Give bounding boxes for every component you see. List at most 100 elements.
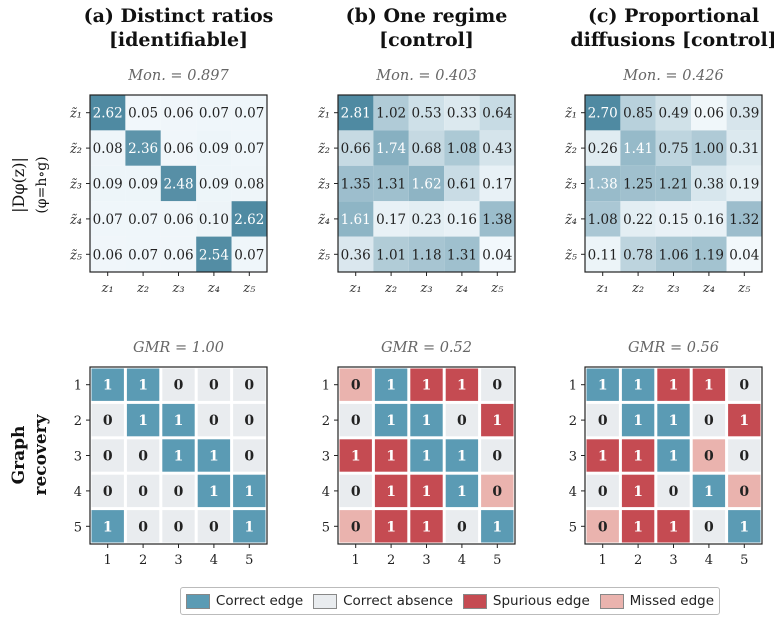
panel-3-cell-label-r2c5: 0.31 <box>729 141 759 157</box>
panel-6-cell-label-r2c3: 1 <box>669 413 679 429</box>
panel-1-ytick-label-4: z̃₄ <box>69 213 82 228</box>
panel-2-cell-r2c3 <box>408 130 445 166</box>
panel-4-cell-r4c5 <box>233 474 266 508</box>
panel-5-ytick-label-2: 2 <box>322 414 330 429</box>
panel-6-cell-label-r1c1: 1 <box>598 378 608 394</box>
panel-5-cell-r5c2 <box>374 510 408 543</box>
panel-4-subtitle: GMR = 1.00 <box>133 340 224 356</box>
panel-2-cell-r4c3 <box>408 201 445 237</box>
panel-2-cell-label-r4c2: 0.17 <box>376 212 406 228</box>
panel-5-cell-label-r5c5: 1 <box>492 519 502 535</box>
panel-2-xtick-label-3: z₃ <box>419 281 432 296</box>
panel-5-cell-r4c2 <box>374 474 408 508</box>
panel-6-ytick-label-4: 4 <box>569 485 577 500</box>
panel-3-cell-r3c5 <box>726 165 762 202</box>
panel-4-cell-r5c4 <box>197 510 231 543</box>
panel-4-cell-label-r3c5: 0 <box>244 449 254 465</box>
panel-5-xtick-label-4: 4 <box>458 553 466 568</box>
panel-2-cell-label-r2c5: 0.43 <box>482 141 512 157</box>
panel-1-title-line2: [identifiable] <box>109 29 248 51</box>
panel-2-cell-label-r4c5: 1.38 <box>482 212 512 228</box>
panel-5-cell-label-r2c1: 0 <box>351 413 361 429</box>
panel-2-cell-label-r3c4: 0.61 <box>447 177 477 193</box>
panel-1-cell-label-r3c4: 0.09 <box>199 177 229 193</box>
panel-5-ytick-label-1: 1 <box>322 379 330 394</box>
panel-2-cell-label-r1c5: 0.64 <box>482 106 512 122</box>
panel-2-cell-r1c1 <box>338 95 374 131</box>
panel-6-cell-label-r2c5: 1 <box>739 413 749 429</box>
legend-swatch-spurious-edge <box>462 593 487 609</box>
legend: Correct edge Correct absence Spurious ed… <box>180 587 720 615</box>
panel-2-cell-label-r4c4: 0.16 <box>447 212 477 228</box>
panel-6-ytick-label-5: 5 <box>569 520 577 535</box>
panel-6-cell-label-r5c5: 1 <box>739 519 749 535</box>
panel-6-cell-label-r1c4: 1 <box>704 378 714 394</box>
panel-2-title-line1: (b) One regime <box>346 5 508 27</box>
panel-4-cell-r3c4 <box>197 439 231 472</box>
panel-2-cell-label-r3c3: 1.62 <box>411 177 441 193</box>
panel-1-cell-r5c2 <box>125 236 161 272</box>
panel-4-cell-r5c3 <box>162 510 195 543</box>
panel-3-cell-r3c1 <box>585 165 621 202</box>
panel-3-cell-label-r3c3: 1.21 <box>658 177 688 193</box>
panel-3-cell-r4c3 <box>655 201 692 237</box>
panel-3-cell-label-r3c1: 1.38 <box>588 177 618 193</box>
panel-4-cell-label-r3c2: 0 <box>138 449 148 465</box>
panel-6-cell-r5c4 <box>692 510 726 543</box>
legend-item-correct-edge: Correct edge <box>185 593 303 609</box>
panel-5-cell-label-r1c5: 0 <box>492 378 502 394</box>
panel-1-cell-label-r5c1: 0.06 <box>93 247 123 263</box>
panel-5-xtick-label-1: 1 <box>352 553 360 568</box>
panel-2-cell-r3c1 <box>338 165 374 202</box>
panel-1-cell-label-r2c3: 0.06 <box>163 141 193 157</box>
panel-1-cell-label-r1c3: 0.06 <box>163 106 193 122</box>
panel-1-cell-r2c2 <box>125 130 161 166</box>
panel-1-cell-label-r1c4: 0.07 <box>199 106 229 122</box>
panel-3-ytick-label-3: z̃₃ <box>564 178 577 193</box>
panel-3-cell-r2c4 <box>691 130 727 166</box>
panel-2-cell-label-r5c1: 0.36 <box>341 247 371 263</box>
panel-2-cell-r2c2 <box>373 130 409 166</box>
panel-6-cell-label-r4c3: 0 <box>669 484 679 500</box>
panel-3-cell-label-r1c3: 0.49 <box>658 106 688 122</box>
panel-5-cell-r2c3 <box>410 403 443 437</box>
panel-3-cell-label-r2c2: 1.41 <box>623 141 653 157</box>
panel-1-cell-label-r1c1: 2.62 <box>93 106 123 122</box>
panel-5-cell-r1c1 <box>339 368 372 401</box>
panel-6-cell-label-r3c4: 0 <box>704 449 714 465</box>
row-label-top-sub: (φ=h∘g) <box>34 156 50 213</box>
panel-2-cell-r3c5 <box>479 165 515 202</box>
panel-2-cell-label-r5c5: 0.04 <box>482 247 512 263</box>
panel-6-cell-r3c4 <box>692 439 726 472</box>
panel-5-cell-r1c2 <box>374 368 408 401</box>
panel-6-ytick-label-3: 3 <box>569 450 577 465</box>
panel-4-xtick-label-3: 3 <box>174 553 182 568</box>
panel-2-cell-r5c1 <box>338 236 374 272</box>
panel-4-cell-label-r5c1: 1 <box>103 519 113 535</box>
panel-1-cell-r4c3 <box>160 201 197 237</box>
panel-1-xtick-label-4: z₄ <box>207 281 220 296</box>
panel-2-xtick-label-5: z₅ <box>490 281 504 296</box>
panel-3-xtick-label-1: z₁ <box>596 281 609 296</box>
panel-6-cell-r1c3 <box>657 368 690 401</box>
panel-4-cell-label-r5c4: 0 <box>209 519 219 535</box>
panel-1-cell-r5c1 <box>90 236 126 272</box>
panel-4-ytick-label-2: 2 <box>74 414 82 429</box>
legend-item-correct-absence: Correct absence <box>313 593 453 609</box>
panel-6-subtitle: GMR = 0.56 <box>628 340 719 356</box>
panel-5-cell-r2c1 <box>339 403 372 437</box>
panel-3-cell-r2c2 <box>620 130 656 166</box>
panel-3-title-line1: (c) Proportional <box>588 5 759 27</box>
panel-3-ytick-label-5: z̃₅ <box>564 248 578 263</box>
panel-6-xtick-label-3: 3 <box>669 553 677 568</box>
row-label-top: |Dφ(z)| (φ=h∘g) <box>9 156 50 213</box>
panel-5-cell-label-r2c3: 1 <box>422 413 432 429</box>
panel-1-cell-r1c4 <box>196 95 232 131</box>
panel-6-cell-r3c3 <box>657 439 690 472</box>
legend-label-correct-absence: Correct absence <box>343 593 454 609</box>
panel-5-cell-label-r2c5: 1 <box>492 413 502 429</box>
panel-5-cell-r3c4 <box>445 439 479 472</box>
panel-3-cell-label-r1c2: 0.85 <box>623 106 653 122</box>
panel-2-subtitle: Mon. = 0.403 <box>375 68 476 84</box>
row-label-bottom: Graph recovery <box>9 413 51 495</box>
